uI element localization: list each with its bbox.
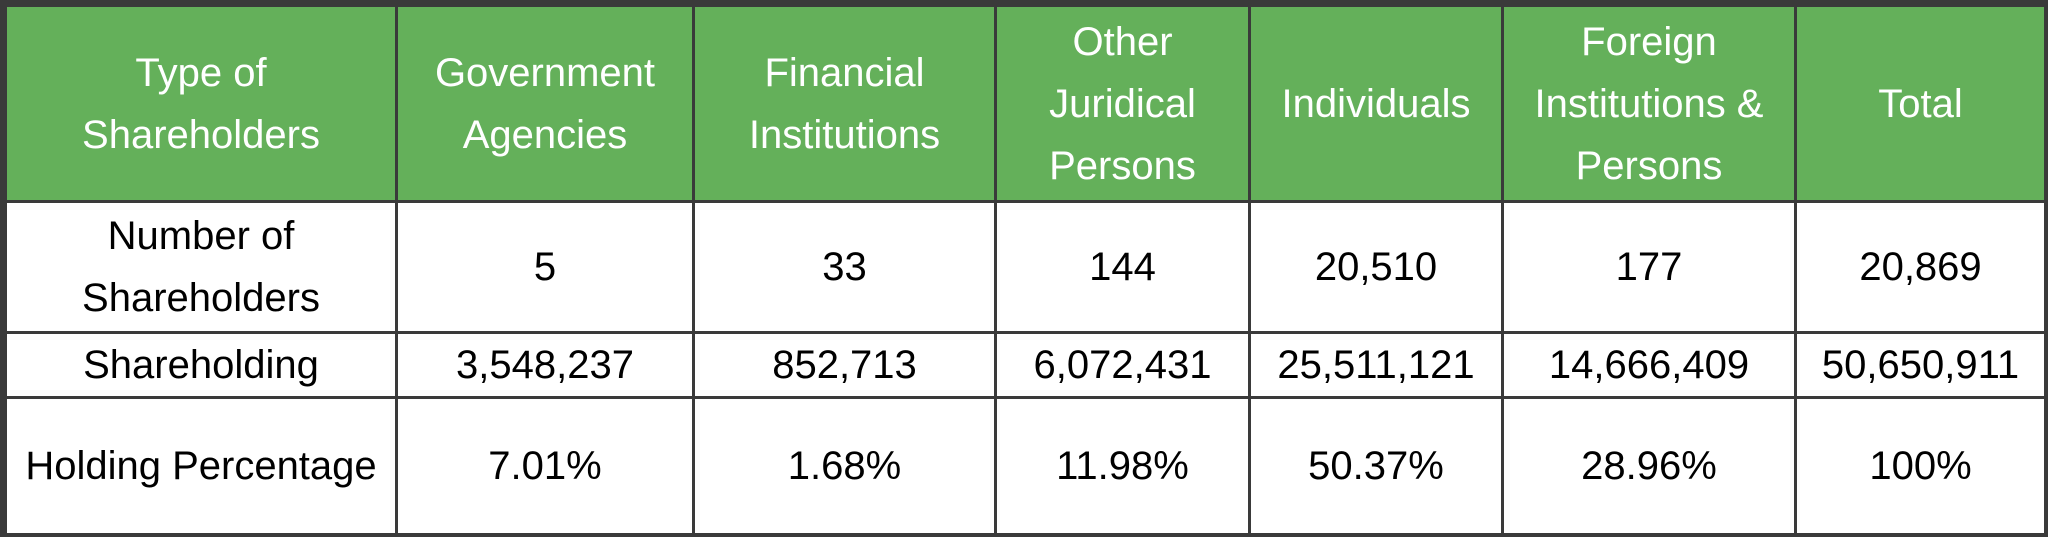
header-total: Total xyxy=(1794,4,2047,203)
cell-total: 20,869 xyxy=(1794,200,2047,334)
shareholder-table: Type of Shareholders Government Agencies… xyxy=(4,4,2047,536)
row-holding-percentage: Holding Percentage 7.01% 1.68% 11.98% 50… xyxy=(4,396,2047,536)
header-row: Type of Shareholders Government Agencies… xyxy=(4,4,2047,203)
header-text: Government Agencies xyxy=(434,50,656,157)
row-shareholding: Shareholding 3,548,237 852,713 6,072,431… xyxy=(4,331,2047,399)
header-foreign-institutions-persons: Foreign Institutions & Persons xyxy=(1501,4,1797,203)
cell-individuals: 50.37% xyxy=(1248,396,1504,536)
cell-other-juridical-persons: 144 xyxy=(994,200,1251,334)
cell-individuals: 20,510 xyxy=(1248,200,1504,334)
cell-total: 100% xyxy=(1794,396,2047,536)
header-other-juridical-persons: Other Juridical Persons xyxy=(994,4,1251,203)
cell-government-agencies: 7.01% xyxy=(395,396,695,536)
row-label: Shareholding xyxy=(4,331,398,399)
header-individuals: Individuals xyxy=(1248,4,1504,203)
cell-financial-institutions: 852,713 xyxy=(692,331,997,399)
header-text: Foreign Institutions & Persons xyxy=(1534,19,1764,188)
header-type-of-shareholders: Type of Shareholders xyxy=(4,4,398,203)
row-label: Holding Percentage xyxy=(4,396,398,536)
cell-other-juridical-persons: 6,072,431 xyxy=(994,331,1251,399)
cell-financial-institutions: 1.68% xyxy=(692,396,997,536)
cell-government-agencies: 3,548,237 xyxy=(395,331,695,399)
header-text: Financial Institutions xyxy=(748,50,941,157)
row-label: Number of Shareholders xyxy=(4,200,398,334)
cell-individuals: 25,511,121 xyxy=(1248,331,1504,399)
cell-foreign-institutions-persons: 28.96% xyxy=(1501,396,1797,536)
header-government-agencies: Government Agencies xyxy=(395,4,695,203)
cell-foreign-institutions-persons: 177 xyxy=(1501,200,1797,334)
header-financial-institutions: Financial Institutions xyxy=(692,4,997,203)
cell-government-agencies: 5 xyxy=(395,200,695,334)
cell-financial-institutions: 33 xyxy=(692,200,997,334)
header-text: Individuals xyxy=(1281,81,1471,126)
row-number-of-shareholders: Number of Shareholders 5 33 144 20,510 1… xyxy=(4,200,2047,334)
cell-other-juridical-persons: 11.98% xyxy=(994,396,1251,536)
cell-total: 50,650,911 xyxy=(1794,331,2047,399)
cell-foreign-institutions-persons: 14,666,409 xyxy=(1501,331,1797,399)
header-text: Total xyxy=(1878,81,1963,126)
header-text: Type of Shareholders xyxy=(82,50,320,157)
header-text: Other Juridical Persons xyxy=(1049,19,1196,188)
